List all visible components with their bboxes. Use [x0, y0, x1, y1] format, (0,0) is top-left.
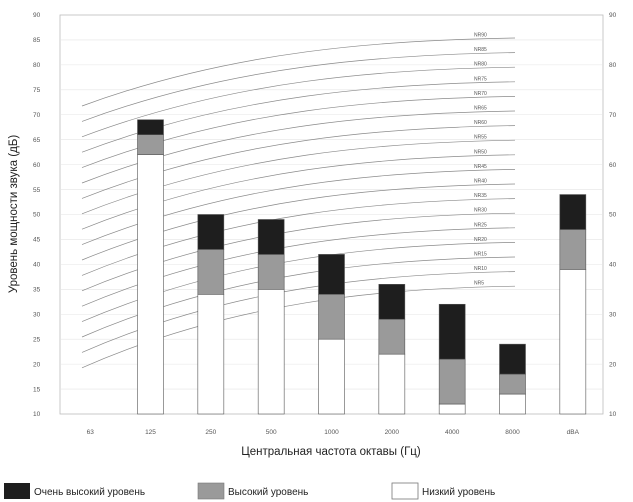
right-y-tick-label: 90: [609, 12, 617, 19]
bar-segment-very-high: [137, 119, 164, 136]
y-tick-label: 10: [33, 411, 41, 418]
nr-curve: [81, 52, 516, 122]
nr-curve-label: NR40: [474, 179, 487, 185]
bar-segment-high: [378, 318, 406, 355]
x-tick-label: 8000: [505, 429, 520, 436]
nr-curve-label: NR5: [474, 281, 484, 287]
nr-curve-label: NR55: [474, 135, 487, 141]
right-y-tick-label: 60: [609, 162, 617, 169]
bar-segment-low: [378, 353, 406, 415]
bar-segment-very-high: [318, 254, 345, 295]
y-tick-label: 45: [33, 237, 41, 244]
y-tick-labels: 10 15 20 25 30 35 40 45 50 55 60 65 70 75 80 85 90: [33, 12, 41, 418]
y-tick-label: 50: [33, 212, 41, 219]
bars: [137, 119, 587, 415]
x-tick-label: 125: [145, 429, 156, 436]
bar-segment-very-high: [559, 194, 587, 230]
x-tick-label: 63: [87, 429, 95, 436]
right-y-tick-label: 20: [609, 361, 617, 368]
y-tick-label: 40: [33, 262, 41, 269]
bar-segment-high: [257, 254, 285, 290]
nr-curve-label: NR45: [474, 164, 487, 170]
right-y-tick-label: 10: [609, 411, 617, 418]
nr-curve-label: NR75: [474, 76, 487, 82]
y-tick-label: 65: [33, 137, 41, 144]
bar-segment-high: [318, 293, 345, 340]
legend-item-low: Низкий уровень: [391, 482, 495, 500]
right-y-tick-label: 70: [609, 112, 617, 119]
bar-segment-very-high: [499, 343, 526, 375]
legend-item-high: Высокий уровень: [197, 482, 308, 500]
bar-segment-very-high: [378, 284, 406, 320]
y-tick-label: 80: [33, 62, 41, 69]
nr-curve-label: NR70: [474, 91, 487, 97]
y-axis-title: Уровень мощности звука (дБ): [8, 135, 20, 293]
y-tick-label: 15: [33, 386, 41, 393]
bar-segment-low: [438, 403, 466, 415]
nr-curve-label: NR15: [474, 252, 487, 258]
right-y-tick-label: 30: [609, 311, 617, 318]
nr-curve-label: NR20: [474, 237, 487, 243]
bar-segment-very-high: [438, 303, 466, 360]
nr-curve-label: NR30: [474, 208, 487, 214]
right-y-tick-label: 50: [609, 212, 617, 219]
bar-segment-low: [318, 338, 345, 415]
y-tick-label: 20: [33, 361, 41, 368]
y-tick-label: 60: [33, 162, 41, 169]
x-tick-label: dBA: [567, 429, 580, 436]
nr-curve-label: NR10: [474, 266, 487, 272]
legend-swatch-high: [197, 482, 225, 500]
x-tick-label: 250: [205, 429, 216, 436]
bar-segment-high: [137, 134, 164, 155]
legend-item-very-high: Очень высокий уровень: [4, 483, 145, 499]
nr-curve-label: NR85: [474, 47, 487, 53]
legend-swatch-low: [391, 482, 419, 500]
x-tick-label: 2000: [385, 429, 400, 436]
bar-segment-low: [559, 269, 587, 415]
nr-curve-label: NR50: [474, 149, 487, 155]
bar-segment-high: [559, 229, 587, 270]
y-tick-label: 35: [33, 287, 41, 294]
legend-label-low: Низкий уровень: [422, 487, 495, 498]
bar-segment-high: [499, 373, 526, 395]
y-tick-label: 85: [33, 37, 41, 44]
y-tick-label: 75: [33, 87, 41, 94]
nr-curve-labels: NR90 NR85 NR80 NR75 NR70 NR65 NR60 NR55 NR50 NR45…: [474, 33, 487, 287]
right-y-tick-label: 80: [609, 62, 617, 69]
bar-segment-low: [499, 393, 526, 415]
right-y-tick-label: 40: [609, 262, 617, 269]
bar-segment-very-high: [197, 214, 225, 250]
legend-label-high: Высокий уровень: [228, 487, 308, 498]
bar-segment-very-high: [257, 219, 285, 255]
nr-curve-label: NR80: [474, 62, 487, 68]
nr-curve-label: NR60: [474, 120, 487, 126]
x-tick-label: 500: [266, 429, 277, 436]
y-tick-label: 25: [33, 336, 41, 343]
legend-label-very-high: Очень высокий уровень: [34, 487, 145, 498]
bar-segment-low: [197, 293, 225, 415]
bar-segment-high: [438, 358, 466, 405]
y-tick-label: 55: [33, 187, 41, 194]
x-tick-label: 1000: [324, 429, 339, 436]
x-tick-labels: 63 125 250 500 1000 2000 4000 8000 dBA: [87, 429, 580, 436]
bar-segment-high: [197, 249, 225, 295]
legend-swatch-very-high: [4, 483, 30, 499]
nr-curve: [81, 37, 516, 107]
bar-segment-low: [257, 289, 285, 415]
y-tick-label: 70: [33, 112, 41, 119]
y-tick-label: 90: [33, 12, 41, 19]
nr-curve-label: NR90: [474, 33, 487, 39]
legend: Очень высокий уровень Высокий уровень Ни…: [4, 482, 495, 500]
right-y-tick-labels: 10 20 30 40 50 60 70 80 90: [609, 12, 617, 418]
nr-curve-label: NR25: [474, 222, 487, 228]
x-tick-label: 4000: [445, 429, 460, 436]
x-axis-title: Центральная частота октавы (Гц): [241, 446, 421, 458]
nr-curve-label: NR35: [474, 193, 487, 199]
y-tick-label: 30: [33, 311, 41, 318]
bar-segment-low: [137, 154, 164, 415]
nr-curve: [81, 66, 516, 138]
nr-curve-label: NR65: [474, 106, 487, 112]
